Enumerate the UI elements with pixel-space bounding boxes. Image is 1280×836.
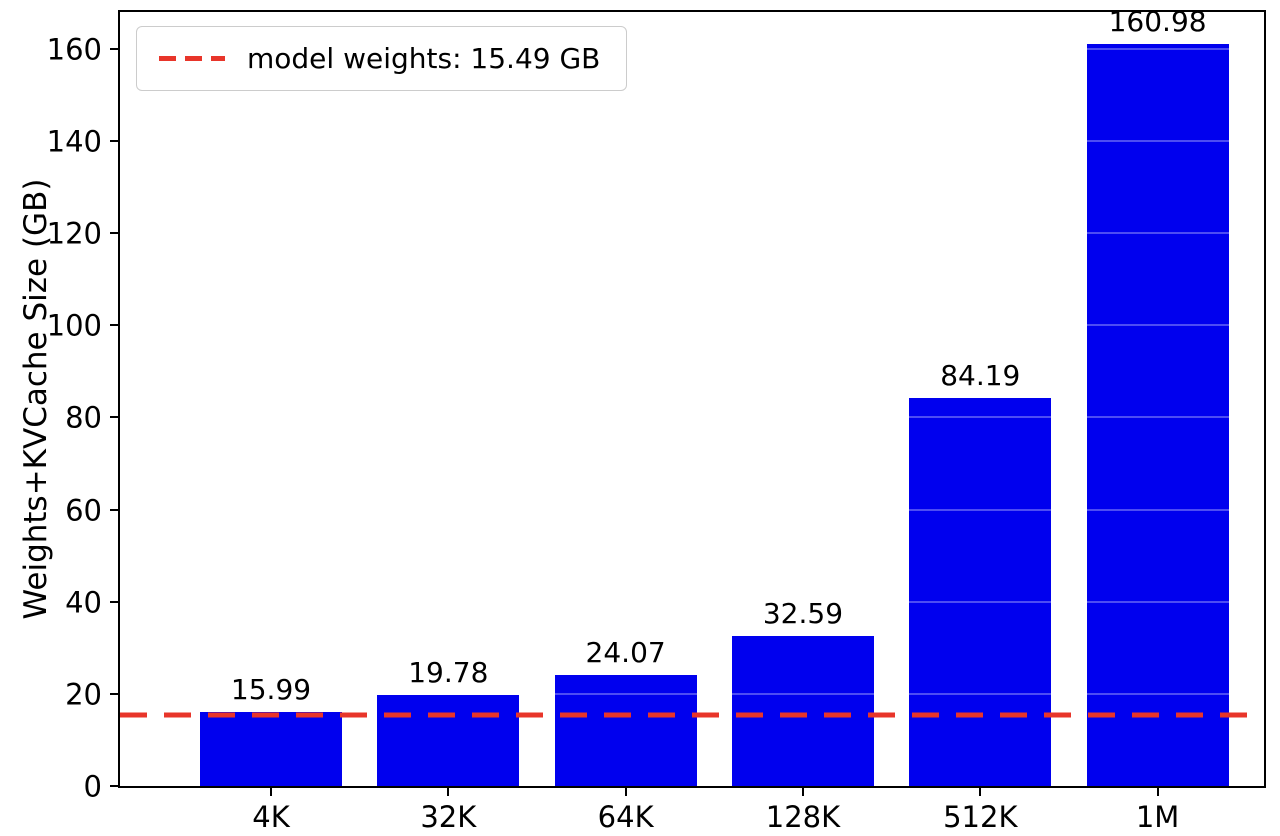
y-tick-label: 80	[65, 401, 102, 436]
y-tick-label: 0	[83, 769, 102, 804]
y-tick-mark	[110, 692, 120, 695]
bar-value-label: 84.19	[940, 359, 1021, 393]
y-tick-mark	[110, 140, 120, 142]
bar-value-label: 15.99	[230, 673, 312, 707]
y-tick-mark	[110, 232, 120, 235]
legend-dashed-line-icon	[159, 56, 225, 61]
reference-line	[120, 712, 1264, 718]
y-tick-label: 160	[46, 32, 102, 67]
x-tick-mark	[979, 786, 982, 796]
x-tick-label: 32K	[420, 800, 477, 834]
y-tick-label: 120	[46, 216, 102, 251]
bar	[200, 712, 342, 786]
x-tick-mark	[1156, 786, 1159, 796]
bar-value-label: 19.78	[408, 655, 489, 689]
y-tick-label: 20	[65, 677, 102, 712]
x-tick-label: 128K	[765, 800, 841, 834]
y-tick-label: 140	[46, 124, 102, 159]
bar-value-label: 32.59	[762, 596, 844, 630]
y-tick-mark	[110, 508, 120, 511]
y-tick-mark	[110, 785, 120, 787]
x-tick-mark	[801, 786, 804, 796]
plot-area: model weights: 15.49 GB 0 20 40 60 80 100 120 1…	[47, 5, 1266, 834]
x-tick-label: 512K	[943, 800, 1018, 834]
bar	[731, 635, 874, 786]
y-tick-label: 100	[46, 308, 102, 343]
bar	[377, 694, 520, 786]
x-tick-label: 4K	[252, 800, 290, 834]
y-tick-label: 60	[65, 493, 102, 528]
x-tick-label: 64K	[597, 800, 654, 834]
y-tick-mark	[110, 416, 120, 419]
x-tick-mark	[270, 786, 272, 796]
legend: model weights: 15.49 GB	[136, 26, 628, 91]
y-tick-mark	[110, 324, 120, 327]
bar	[1086, 44, 1229, 786]
bar-value-label: 24.07	[585, 636, 666, 670]
bar	[909, 398, 1052, 786]
x-tick-mark	[624, 786, 627, 796]
y-tick-mark	[110, 600, 120, 603]
y-tick-mark	[110, 47, 120, 50]
x-tick-label: 1M	[1135, 800, 1180, 834]
x-tick-mark	[447, 786, 450, 796]
legend-label: model weights: 15.49 GB	[247, 42, 601, 75]
bar	[554, 675, 697, 786]
bar-value-label: 160.98	[1108, 5, 1207, 39]
y-tick-label: 40	[65, 585, 102, 620]
